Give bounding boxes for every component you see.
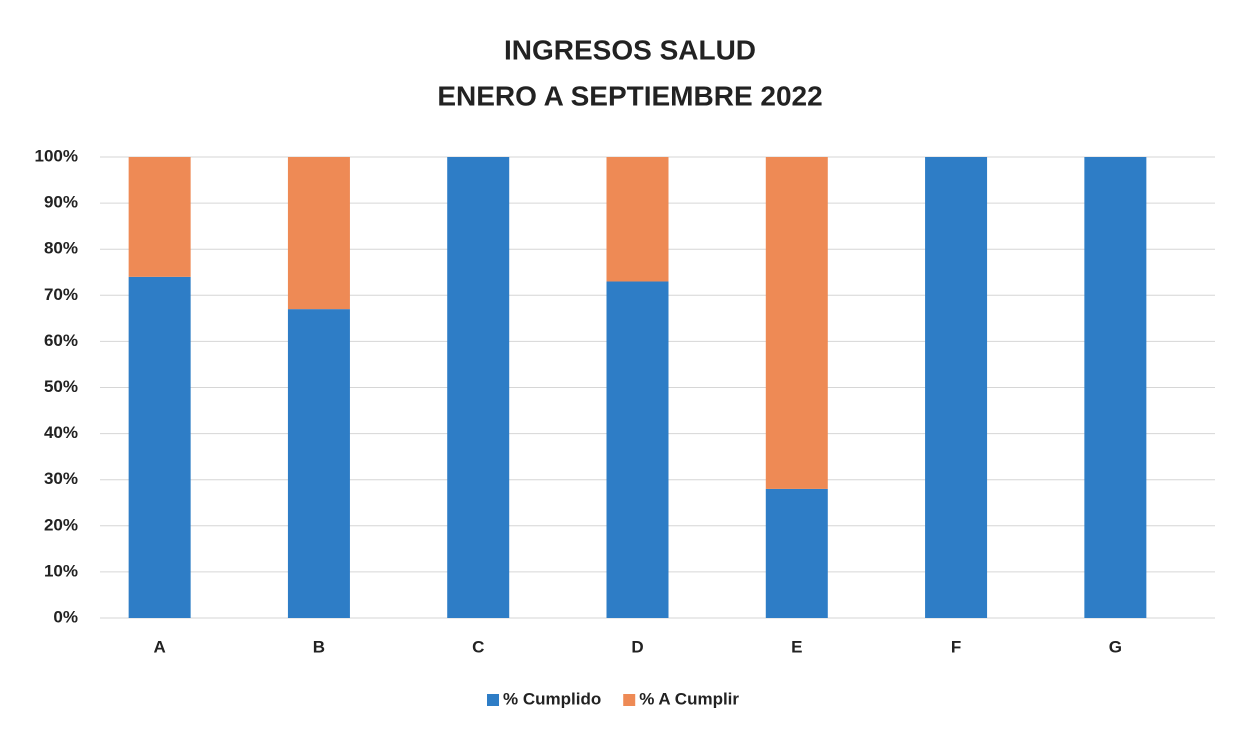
x-tick-label: D [631,637,643,656]
bar-segment [287,309,350,618]
x-tick-label: G [1109,637,1122,656]
x-tick-label: C [472,637,484,656]
y-tick-label: 50% [44,377,78,396]
x-tick-label: E [791,637,802,656]
x-tick-label: B [313,637,325,656]
y-tick-label: 80% [44,239,78,258]
y-tick-label: 30% [44,469,78,488]
legend-label: % Cumplido [503,689,601,708]
bar-segment [287,157,350,310]
bar-segment [128,276,191,618]
y-tick-label: 70% [44,285,78,304]
bar-segment [447,157,510,618]
x-tick-label: A [154,637,166,656]
legend-swatch [623,694,636,706]
y-tick-label: 20% [44,515,78,534]
bar-segment [606,157,669,282]
legend-label: % A Cumplir [639,689,739,708]
y-tick-label: 100% [35,146,78,165]
bar-segment [606,281,669,618]
y-tick-label: 0% [53,607,78,626]
bar-segment [925,157,988,618]
bar-segment [765,488,828,618]
bar-segment [1084,157,1147,618]
y-tick-label: 60% [44,331,78,350]
chart-subtitle: ENERO A SEPTIEMBRE 2022 [437,80,822,111]
y-tick-label: 10% [44,561,78,580]
legend-swatch [487,694,499,706]
y-tick-label: 40% [44,423,78,442]
bar-segment [128,157,191,277]
chart-title: INGRESOS SALUD [504,34,756,65]
y-tick-label: 90% [44,193,78,212]
bar-segment [765,157,828,489]
x-tick-label: F [951,637,961,656]
